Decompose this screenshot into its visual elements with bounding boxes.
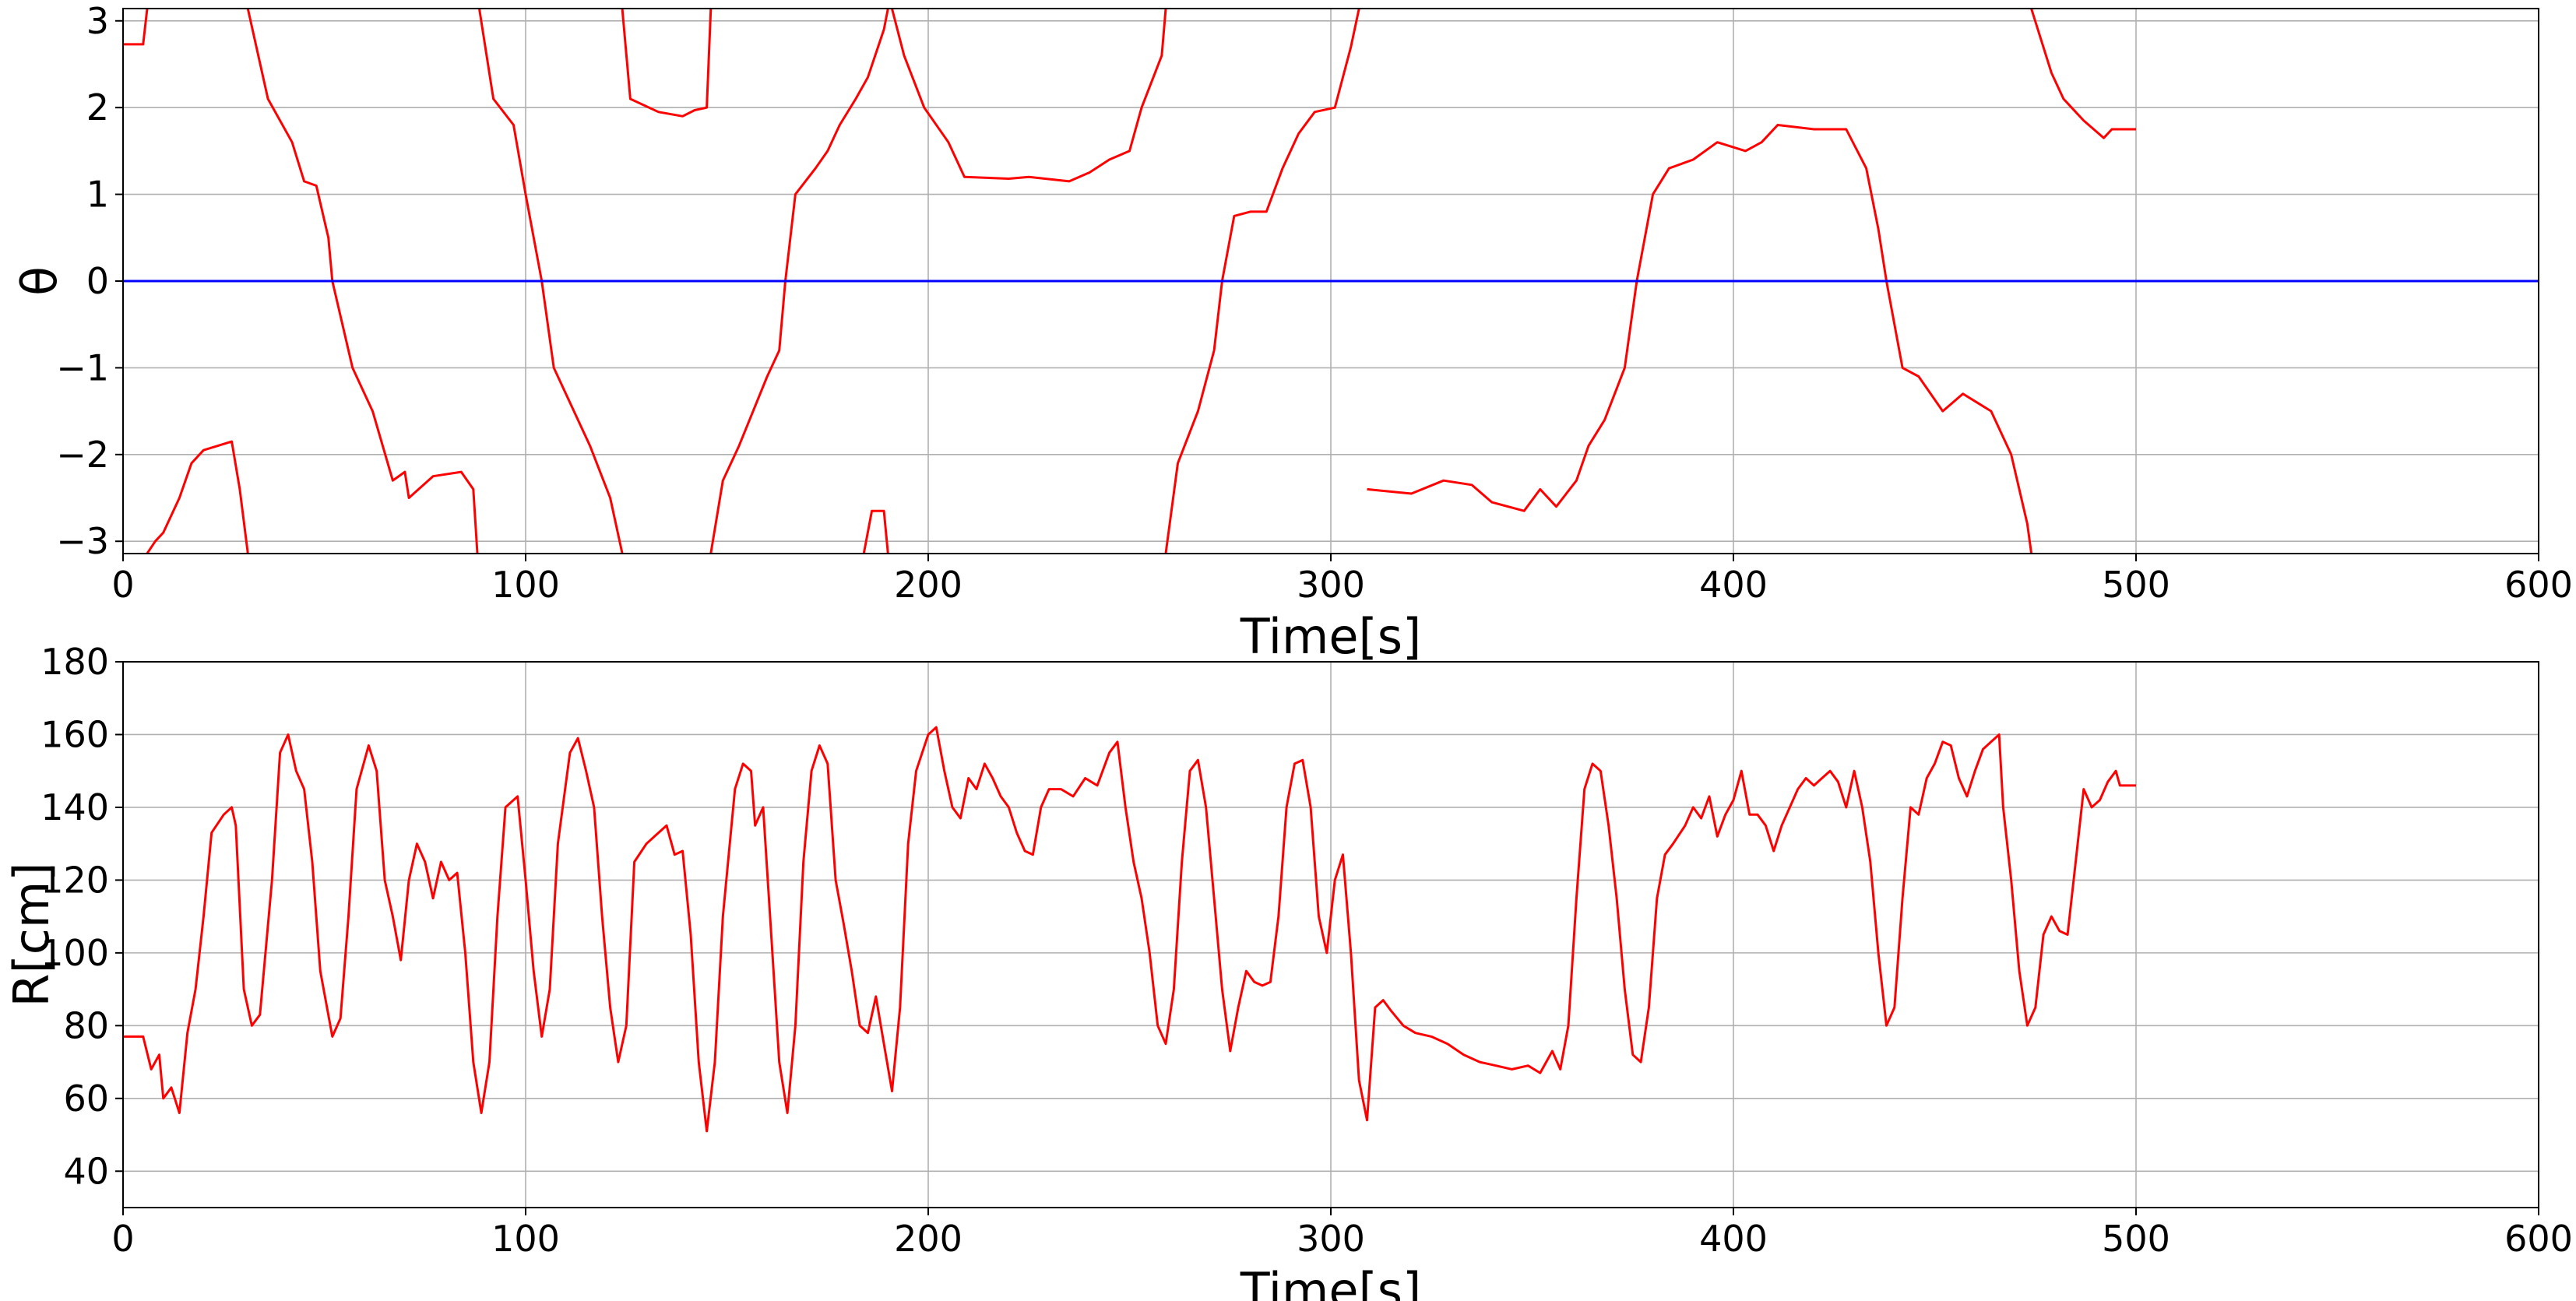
y-tick-label: 140	[40, 786, 109, 828]
x-tick-label: 0	[111, 564, 134, 606]
x-tick-label: 100	[491, 564, 560, 606]
y-axis-label: R[cm]	[3, 863, 60, 1007]
y-tick-label: −1	[56, 346, 109, 389]
y-tick-label: 60	[63, 1078, 109, 1120]
y-tick-label: 100	[40, 932, 109, 974]
x-tick-label: 500	[2102, 564, 2170, 606]
y-tick-label: 160	[40, 713, 109, 755]
plot-frame	[122, 8, 2539, 554]
data-line	[123, 726, 2136, 1133]
y-axis-label: θ	[11, 266, 68, 296]
plot-frame	[122, 661, 2539, 1208]
x-tick-label: 600	[2504, 1218, 2573, 1260]
x-tick-label: 100	[491, 1218, 560, 1260]
x-tick-label: 400	[1699, 1218, 1768, 1260]
y-tick-label: −2	[56, 434, 109, 476]
x-tick-label: 400	[1699, 564, 1768, 606]
y-tick-label: 0	[86, 260, 109, 302]
subplot: 0 100 200 300 400 500 600 40 60 80 100 120 140 160 180…	[3, 641, 2573, 1301]
subplot: 0 100 200 300 400 500 600 −3 −2 −1 0 1 2 3 Time[s] θ	[11, 0, 2573, 665]
x-tick-label: 300	[1297, 1218, 1365, 1260]
y-tick-label: 3	[86, 0, 109, 42]
y-tick-label: 1	[86, 174, 109, 216]
x-tick-label: 500	[2102, 1218, 2170, 1260]
x-axis-label: Time[s]	[1240, 1262, 1421, 1301]
x-tick-label: 200	[894, 564, 962, 606]
y-tick-label: 180	[40, 641, 109, 683]
y-tick-label: −3	[56, 520, 109, 562]
x-axis-label: Time[s]	[1240, 608, 1421, 665]
y-tick-label: 120	[40, 859, 109, 901]
x-tick-label: 300	[1297, 564, 1365, 606]
y-tick-label: 80	[63, 1004, 109, 1046]
y-tick-label: 2	[86, 86, 109, 128]
x-tick-label: 600	[2504, 564, 2573, 606]
y-tick-label: 40	[63, 1150, 109, 1192]
x-tick-label: 0	[111, 1218, 134, 1260]
x-tick-label: 200	[894, 1218, 962, 1260]
